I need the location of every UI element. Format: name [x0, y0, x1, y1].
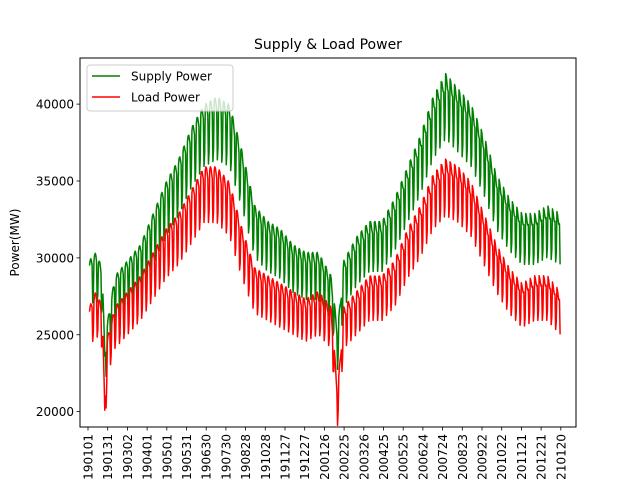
x-tick-label: 200326: [357, 434, 371, 480]
x-tick-label: 200126: [318, 434, 332, 480]
y-axis: 20000 25000 30000 35000 40000: [36, 98, 80, 419]
x-tick-label: 200922: [476, 434, 490, 480]
y-tick-label: 35000: [36, 175, 74, 189]
x-tick-label: 190630: [200, 434, 214, 480]
legend-supply-label: Supply Power: [131, 70, 212, 84]
x-tick-label: 200624: [416, 434, 430, 480]
x-tick-label: 200425: [377, 434, 391, 480]
x-tick-label: 190101: [82, 434, 96, 480]
x-tick-label: 191127: [279, 434, 293, 480]
x-tick-label: 200525: [397, 434, 411, 480]
x-tick-label: 191028: [259, 434, 273, 480]
y-axis-label: Power(MW): [8, 209, 22, 277]
y-tick-label: 25000: [36, 328, 74, 342]
plot-area: [88, 72, 561, 427]
x-tick-label: 190828: [239, 434, 253, 480]
axes-frame: [79, 57, 577, 428]
x-tick-label: 190131: [101, 434, 115, 480]
x-tick-label: 200823: [456, 434, 470, 480]
legend: Supply Power Load Power: [86, 64, 234, 112]
x-tick-label: 190501: [160, 434, 174, 480]
x-tick-label: 201221: [535, 434, 549, 480]
x-tick-label: 201022: [495, 434, 509, 480]
chart-title: Supply & Load Power: [254, 37, 402, 53]
load-power-line: [88, 158, 561, 427]
x-tick-label: 190730: [219, 434, 233, 480]
x-axis: 190101 190131 190302 190401 190501 190531 1906…: [82, 427, 568, 480]
x-tick-label: 190401: [141, 434, 155, 480]
y-tick-label: 30000: [36, 251, 74, 265]
x-tick-label: 210120: [554, 434, 568, 480]
y-tick-label: 40000: [36, 98, 74, 112]
x-tick-label: 200724: [436, 434, 450, 480]
x-tick-label: 191227: [298, 434, 312, 480]
x-tick-label: 200225: [338, 434, 352, 480]
legend-box: [86, 64, 234, 112]
legend-load-label: Load Power: [131, 91, 200, 105]
x-tick-label: 201121: [515, 434, 529, 480]
x-tick-label: 190302: [121, 434, 135, 480]
y-tick-label: 20000: [36, 405, 74, 419]
x-tick-label: 190531: [180, 434, 194, 480]
